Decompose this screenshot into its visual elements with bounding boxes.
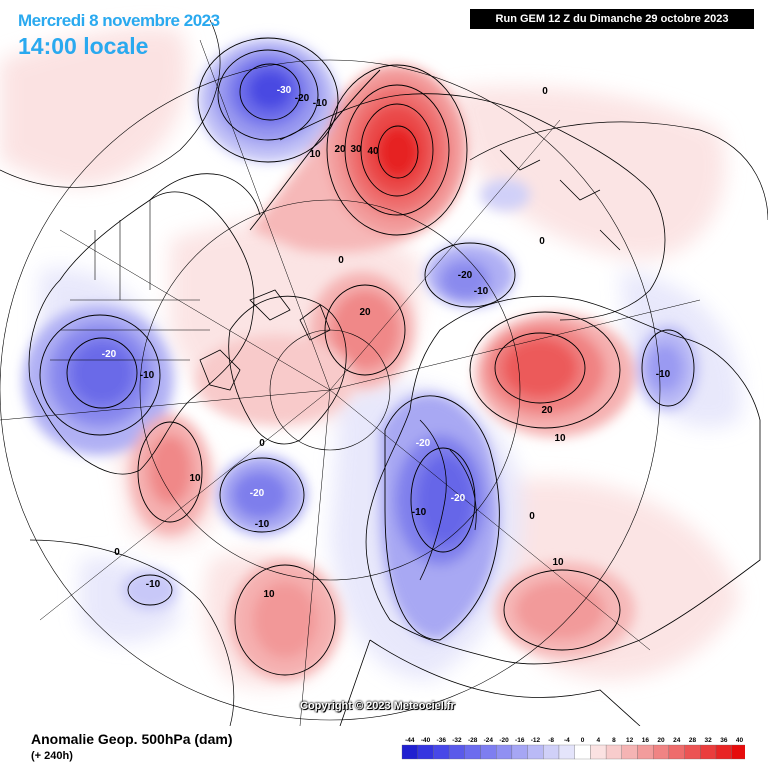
label-minus20-scandinavia: -20	[416, 438, 431, 449]
label-0-greenland: 0	[259, 438, 265, 449]
scale-label: -32	[452, 737, 462, 744]
scale-swatch	[684, 744, 701, 760]
scale-label: -24	[484, 737, 494, 744]
scale-swatch	[480, 744, 497, 760]
scale-swatch	[731, 744, 745, 760]
scale-swatch	[668, 744, 685, 760]
label-minus10-himalaya: -10	[656, 369, 671, 380]
label-0-bering: 0	[338, 255, 344, 266]
label-minus20-atlantic: -20	[250, 488, 265, 499]
scale-swatch	[401, 744, 418, 760]
label-20-arctic: 20	[359, 307, 371, 318]
label-10-atlantic: 10	[263, 589, 275, 600]
scale-label: 24	[673, 737, 681, 744]
scale-swatch	[621, 744, 638, 760]
scale-label: 20	[657, 737, 665, 744]
label-minus10-asia: -10	[474, 286, 489, 297]
scale-label: 36	[720, 737, 728, 744]
scale-label: 40	[736, 737, 744, 744]
scale-swatch	[715, 744, 732, 760]
scale-label: -16	[515, 737, 525, 744]
scale-swatch	[700, 744, 717, 760]
label-20-russia: 20	[541, 405, 553, 416]
label-minus20-asia: -20	[458, 270, 473, 281]
map-title: Anomalie Geop. 500hPa (dam)	[31, 731, 233, 747]
label-10-mideast: 10	[552, 557, 564, 568]
scale-label: -36	[437, 737, 447, 744]
scale-label: 4	[596, 737, 600, 744]
label-minus20-baltic: -20	[451, 493, 466, 504]
scale-label: 0	[581, 737, 585, 744]
label-minus10-southwest: -10	[146, 579, 161, 590]
model-run-info: Run GEM 12 Z du Dimanche 29 octobre 2023	[470, 9, 754, 29]
scale-label: -44	[405, 737, 415, 744]
forecast-date: Mercredi 8 novembre 2023	[18, 11, 220, 30]
label-minus10-northsea: -10	[412, 507, 427, 518]
scale-label: 12	[626, 737, 634, 744]
contour-value-labels: -30 -20 -10 10 20 30 40 0 0 -20 -10 0 20…	[102, 85, 671, 600]
geopotential-anomaly-map: -30 -20 -10 10 20 30 40 0 0 -20 -10 0 20…	[0, 19, 768, 726]
label-30-siberia: 30	[350, 144, 362, 155]
scale-swatch	[417, 744, 434, 760]
scale-swatch	[448, 744, 465, 760]
scale-label: 28	[689, 737, 697, 744]
scale-label: -28	[468, 737, 478, 744]
label-10-siberia: 10	[309, 149, 321, 160]
label-0-northeast: 0	[542, 86, 548, 97]
scale-swatch	[574, 744, 591, 760]
label-minus20-canada: -20	[102, 349, 117, 360]
copyright-notice: Copyright © 2023 Meteociel.fr	[300, 700, 455, 712]
label-minus10-canada: -10	[140, 370, 155, 381]
contour-lines	[0, 19, 768, 726]
scale-label: 8	[612, 737, 616, 744]
label-40-siberia: 40	[367, 146, 379, 157]
label-minus10-atlantic: -10	[255, 519, 270, 530]
scale-swatch	[433, 744, 450, 760]
scale-swatch	[511, 744, 528, 760]
scale-swatch	[653, 744, 670, 760]
scale-swatch	[464, 744, 481, 760]
label-20-siberia: 20	[334, 144, 346, 155]
scale-label: -12	[531, 737, 541, 744]
scale-swatch	[543, 744, 560, 760]
scale-swatch	[637, 744, 654, 760]
label-0-east: 0	[539, 236, 545, 247]
scale-swatch	[590, 744, 607, 760]
scale-label: 32	[705, 737, 713, 744]
forecast-time: 14:00 locale	[18, 33, 149, 59]
label-minus20-pacific: -20	[295, 93, 310, 104]
scale-label: 16	[642, 737, 650, 744]
scale-swatch	[527, 744, 544, 760]
scale-swatch	[496, 744, 513, 760]
scale-label: -20	[499, 737, 509, 744]
label-minus30-pacific: -30	[277, 85, 292, 96]
label-minus10-pacific: -10	[313, 98, 328, 109]
scale-swatch	[605, 744, 622, 760]
label-10-russia: 10	[554, 433, 566, 444]
scale-swatch	[558, 744, 575, 760]
label-0-west: 0	[114, 547, 120, 558]
map-outlines	[0, 39, 761, 726]
forecast-lead-time: (+ 240h)	[31, 750, 73, 762]
scale-label: -40	[421, 737, 431, 744]
label-10-usa: 10	[189, 473, 201, 484]
anomaly-fill-inner	[23, 38, 698, 680]
scale-label: -8	[548, 737, 554, 744]
label-0-africa: 0	[529, 511, 535, 522]
scale-label: -4	[564, 737, 570, 744]
color-scale-legend: -44 -40 -36 -32 -28 -24 -20 -16 -12 -8 -4 0 4 8 12 16 20…	[401, 737, 745, 760]
